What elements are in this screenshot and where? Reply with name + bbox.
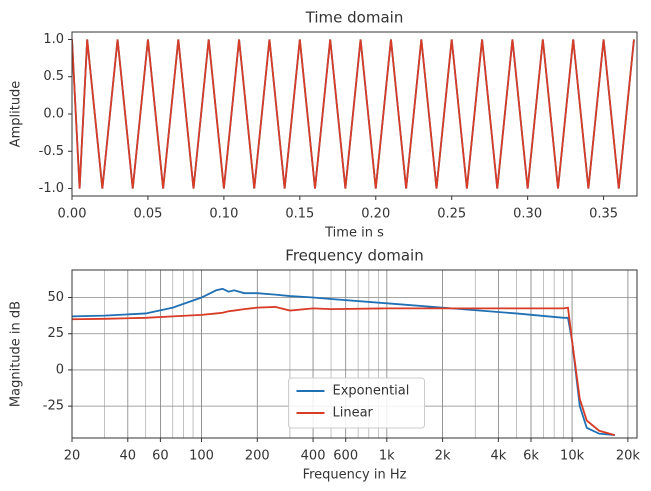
- x-tick-label: 60: [152, 449, 169, 464]
- x-tick-label: 6k: [523, 449, 539, 464]
- x-tick-label: 40: [120, 449, 137, 464]
- legend: Exponential Linear: [288, 377, 425, 429]
- x-axis-label: Frequency in Hz: [303, 468, 407, 483]
- x-tick-label: 1k: [379, 449, 395, 464]
- x-tick-label: 0.25: [437, 207, 466, 222]
- y-tick-label: 0.5: [43, 69, 64, 84]
- x-tick-label: 10k: [560, 449, 585, 464]
- x-tick-label: 0.05: [133, 207, 162, 222]
- y-tick-label: 1.0: [43, 32, 64, 47]
- x-tick-label: 0.00: [58, 207, 87, 222]
- x-tick-label: 20: [64, 449, 81, 464]
- x-tick-label: 0.15: [285, 207, 314, 222]
- y-tick-label: 0.0: [43, 107, 64, 122]
- y-axis-label: Amplitude: [9, 81, 24, 148]
- x-tick-label: 0.10: [209, 207, 238, 222]
- y-axis-label: Magnitude in dB: [9, 301, 24, 407]
- y-tick-label: 0: [56, 362, 64, 377]
- x-axis-label: Time in s: [324, 226, 384, 241]
- chart-title: Time domain: [305, 9, 404, 27]
- y-tick-label: 25: [47, 326, 64, 341]
- x-tick-label: 2k: [435, 449, 451, 464]
- series-line: [72, 306, 616, 436]
- y-tick-label: -0.5: [39, 144, 64, 159]
- x-tick-label: 0.30: [513, 207, 542, 222]
- x-tick-label: 200: [245, 449, 270, 464]
- chart-title: Frequency domain: [285, 247, 423, 265]
- legend-label: Linear: [333, 406, 374, 421]
- axes-frame: [71, 31, 638, 197]
- y-tick-label: 50: [47, 290, 64, 305]
- y-tick-label: -1.0: [39, 181, 64, 196]
- axes: -1.0 -0.5 0.0 0.5 1.0 0.00 0.05 0.10 0.15 0.20 0.2…: [9, 9, 638, 241]
- legend-label: Exponential: [333, 384, 410, 399]
- x-tick-label: 20k: [616, 449, 641, 464]
- x-tick-label: 100: [189, 449, 214, 464]
- x-tick-label: 400: [301, 449, 326, 464]
- x-tick-label: 4k: [490, 449, 506, 464]
- x-tick-label: 600: [333, 449, 358, 464]
- x-tick-label: 0.20: [361, 207, 390, 222]
- series-line: [72, 39, 635, 189]
- axes-frame: [71, 269, 638, 439]
- y-tick-label: -25: [43, 399, 64, 414]
- x-tick-label: 0.35: [589, 207, 618, 222]
- axes: -25 0 25 50 20 40 60 100 200 400 600 1k 2k 4k 6k 10k 20k…: [9, 247, 641, 483]
